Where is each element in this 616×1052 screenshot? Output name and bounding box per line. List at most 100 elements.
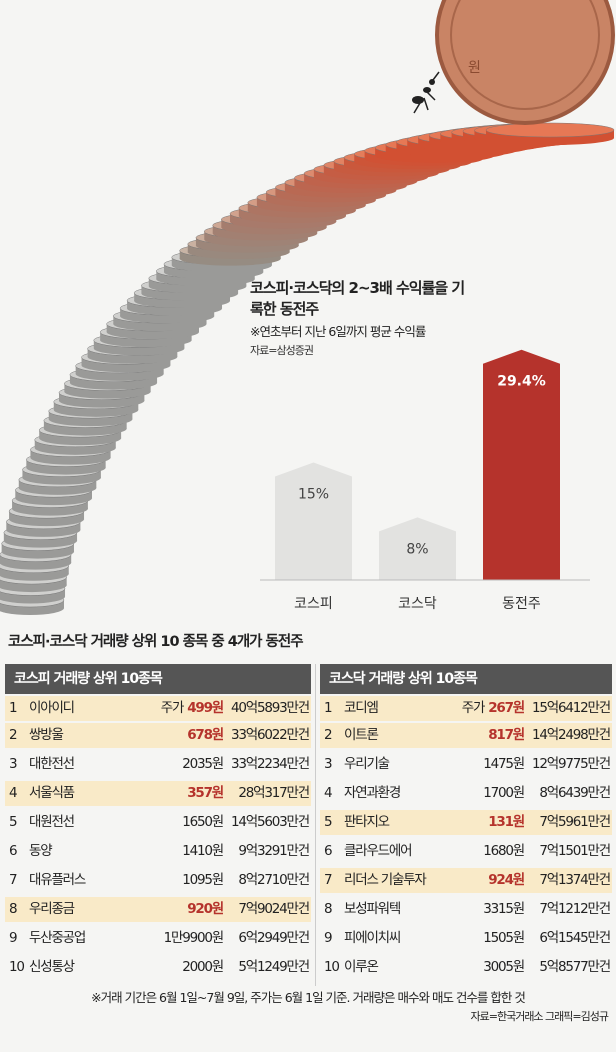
- volume-cell: 14억2498만건: [532, 727, 611, 743]
- price-cell: 1475원: [483, 756, 525, 772]
- chart-title: 코스피·코스닥의 2~3배 수익률을 기록한 동전주: [250, 279, 465, 318]
- table-row: 10 신성통상 2000원 5억1249만건: [5, 953, 311, 982]
- category-label: 코스피: [294, 596, 333, 612]
- bar-코스닥: [379, 517, 456, 580]
- name-cell: 동양: [29, 843, 53, 859]
- volume-cell: 7억9024만건: [238, 901, 310, 917]
- price-cell: 499원: [187, 700, 224, 716]
- table-row: 4 서울식품 357원 28억317만건: [5, 781, 311, 806]
- table-heading: 코스피·코스닥 거래량 상위 10 종목 중 4개가 동전주: [8, 634, 304, 650]
- volume-cell: 28억317만건: [238, 785, 310, 801]
- rank-cell: 8: [324, 901, 333, 917]
- rank-cell: 10: [324, 959, 340, 975]
- name-cell: 서울식품: [29, 785, 75, 801]
- name-cell: 쌍방울: [29, 727, 64, 743]
- volume-cell: 7억5961만건: [539, 814, 611, 830]
- value-label: 29.4%: [497, 374, 546, 390]
- rank-cell: 9: [324, 930, 333, 946]
- kosdaq-table: 코스닥 거래량 상위 10종목 1 코디엠 주가 267원 15억6412만건 2 이트론 8…: [320, 664, 612, 982]
- price-cell: 1095원: [182, 872, 224, 888]
- coin: [485, 122, 615, 138]
- table-row: 7 대유플러스 1095원 8억2710만건: [5, 866, 311, 895]
- price-cell: 131원: [488, 814, 525, 830]
- table-row: 6 동양 1410원 9억3291만건: [5, 837, 311, 866]
- bar-코스피: [275, 462, 352, 580]
- rank-cell: 7: [324, 872, 333, 888]
- coin-stack-illustration: 원: [0, 0, 615, 615]
- name-cell: 보성파워텍: [344, 901, 401, 917]
- price-cell: 1650원: [182, 814, 224, 830]
- volume-cell: 15억6412만건: [532, 700, 611, 716]
- rank-cell: 9: [9, 930, 18, 946]
- volume-cell: 5억8577만건: [539, 959, 611, 975]
- volume-cell: 6억1545만건: [539, 930, 611, 946]
- bar-동전주: [483, 349, 560, 580]
- table-row: 8 우리종금 920원 7억9024만건: [5, 897, 311, 922]
- volume-cell: 7억1212만건: [539, 901, 611, 917]
- name-cell: 대유플러스: [29, 872, 86, 888]
- table-row: 1 이아이디 주가 499원 40억5893만건: [5, 696, 311, 721]
- name-cell: 우리종금: [29, 901, 75, 917]
- name-cell: 판타지오: [344, 814, 390, 830]
- volume-cell: 33억6022만건: [231, 727, 310, 743]
- volume-cell: 12억9775만건: [532, 756, 611, 772]
- price-cell: 2000원: [182, 959, 224, 975]
- volume-cell: 5억1249만건: [238, 959, 310, 975]
- chart-subtitle: ※연초부터 지난 6일까지 평균 수익률: [250, 324, 426, 339]
- rank-cell: 6: [324, 843, 333, 859]
- price-cell: 267원: [488, 700, 525, 716]
- chart-source: 자료=삼성증권: [250, 344, 314, 357]
- price-cell: 1680원: [483, 843, 525, 859]
- table-row: 5 대원전선 1650원 14억5603만건: [5, 808, 311, 837]
- table-row: 8 보성파워텍 3315원 7억1212만건: [320, 895, 612, 924]
- rank-cell: 2: [324, 727, 333, 743]
- name-cell: 이아이디: [29, 700, 75, 716]
- table-row: 6 클라우드에어 1680원 7억1501만건: [320, 837, 612, 866]
- kosdaq-table-title: 코스닥 거래량 상위 10종목: [320, 664, 612, 694]
- price-cell: 2035원: [182, 756, 224, 772]
- price-cell: 817원: [488, 727, 525, 743]
- category-label: 동전주: [502, 596, 541, 612]
- table-row: 3 우리기술 1475원 12억9775만건: [320, 750, 612, 779]
- volume-cell: 9억3291만건: [238, 843, 310, 859]
- name-cell: 두산중공업: [29, 930, 86, 946]
- table-row: 3 대한전선 2035원 33억2234만건: [5, 750, 311, 779]
- rank-cell: 1: [324, 700, 333, 716]
- price-cell: 1505원: [483, 930, 525, 946]
- volume-cell: 7억1501만건: [539, 843, 611, 859]
- coin-rim: [450, 0, 600, 110]
- table-row: 4 자연과환경 1700원 8억6439만건: [320, 779, 612, 808]
- price-cell: 678원: [187, 727, 224, 743]
- name-cell: 대한전선: [29, 756, 75, 772]
- ant-icon: [412, 71, 440, 114]
- rank-cell: 4: [9, 785, 18, 801]
- price-cell: 357원: [187, 785, 224, 801]
- name-cell: 자연과환경: [344, 785, 401, 801]
- rank-cell: 7: [9, 872, 18, 888]
- rank-cell: 3: [9, 756, 18, 772]
- footnote: ※거래 기간은 6월 1일~7월 9일, 주가는 6월 1일 기준. 거래량은 …: [91, 990, 526, 1005]
- rank-cell: 4: [324, 785, 333, 801]
- value-label: 8%: [406, 541, 428, 557]
- rank-cell: 2: [9, 727, 18, 743]
- volume-cell: 7억1374만건: [539, 872, 611, 888]
- rank-cell: 5: [9, 814, 18, 830]
- price-prefix: 주가: [160, 700, 185, 716]
- rank-cell: 1: [9, 700, 18, 716]
- kospi-table: 코스피 거래량 상위 10종목 1 이아이디 주가 499원 40억5893만건 2 쌍방울…: [5, 664, 311, 982]
- rank-cell: 10: [9, 959, 25, 975]
- name-cell: 피에이치씨: [344, 930, 401, 946]
- name-cell: 코디엠: [344, 700, 379, 716]
- table-row: 9 두산중공업 1만9900원 6억2949만건: [5, 924, 311, 953]
- value-label: 15%: [298, 487, 329, 503]
- name-cell: 신성통상: [29, 959, 75, 975]
- price-cell: 1만9900원: [163, 930, 225, 946]
- name-cell: 이루온: [344, 959, 379, 975]
- chart-info: 코스피·코스닥의 2~3배 수익률을 기록한 동전주 ※연초부터 지난 6일까지…: [250, 278, 610, 358]
- volume-cell: 8억2710만건: [238, 872, 310, 888]
- volume-cell: 40억5893만건: [231, 700, 310, 716]
- name-cell: 우리기술: [344, 756, 390, 772]
- name-cell: 대원전선: [29, 814, 75, 830]
- name-cell: 이트론: [344, 727, 379, 743]
- table-row: 2 이트론 817원 14억2498만건: [320, 723, 612, 748]
